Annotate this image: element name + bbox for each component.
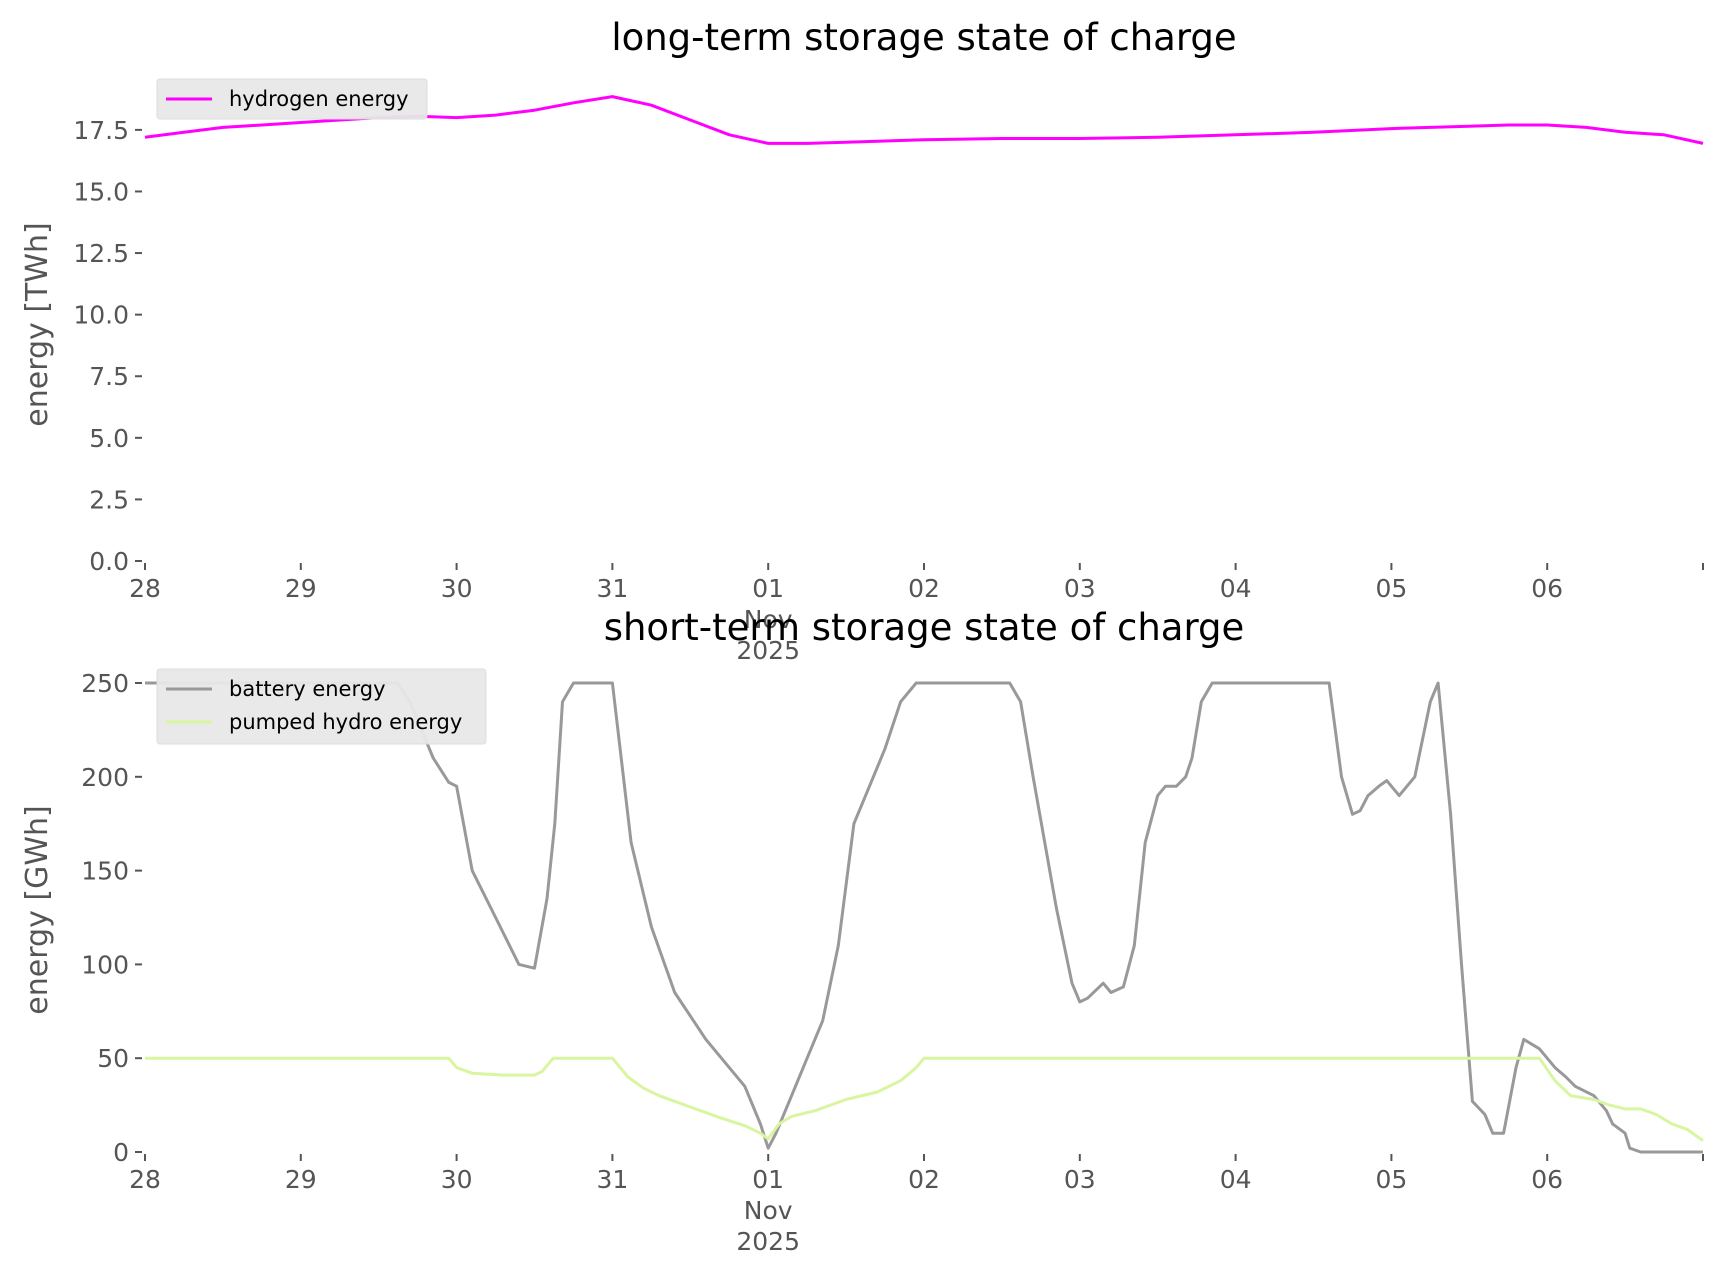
x-tick-label: 05 bbox=[1375, 574, 1407, 603]
x-tick-label: 01 Nov 2025 bbox=[736, 1165, 800, 1256]
x-tick-label: 03 bbox=[1064, 574, 1096, 603]
y-tick-label: 100 bbox=[81, 950, 129, 979]
chart-title: short-term storage state of charge bbox=[604, 606, 1245, 649]
y-tick-label: 0.0 bbox=[89, 547, 129, 576]
y-tick-label: 10.0 bbox=[73, 301, 129, 330]
x-tick-label: 29 bbox=[285, 574, 317, 603]
x-tick-label: 04 bbox=[1220, 574, 1252, 603]
y-axis-label: energy [GWh] bbox=[20, 805, 55, 1014]
y-tick-label: 50 bbox=[97, 1044, 129, 1073]
chart-title: long-term storage state of charge bbox=[611, 16, 1236, 59]
legend: hydrogen energy bbox=[156, 78, 428, 120]
legend-box bbox=[156, 668, 487, 745]
series-line-pumped-hydro-energy bbox=[145, 1056, 1704, 1142]
y-tick-label: 250 bbox=[81, 669, 129, 698]
y-tick-label: 200 bbox=[81, 763, 129, 792]
y-tick-label: 150 bbox=[81, 857, 129, 886]
y-tick-label: 12.5 bbox=[73, 239, 129, 268]
x-tick-label: 31 bbox=[596, 1165, 628, 1194]
x-tick-label: 04 bbox=[1220, 1165, 1252, 1194]
legend-label: hydrogen energy bbox=[229, 87, 409, 111]
legend: battery energy pumped hydro energy bbox=[156, 668, 487, 745]
y-tick-label: 2.5 bbox=[89, 485, 129, 514]
x-tick-label: 02 bbox=[908, 574, 940, 603]
x-tick-label: 03 bbox=[1064, 1165, 1096, 1194]
x-tick-label: 06 bbox=[1531, 574, 1563, 603]
y-axis-label: energy [TWh] bbox=[20, 222, 55, 426]
legend-label: pumped hydro energy bbox=[229, 710, 462, 734]
y-tick-label: 5.0 bbox=[89, 424, 129, 453]
y-tick-label: 0 bbox=[113, 1138, 129, 1167]
short-term-chart: short-term storage state of charge energy… bbox=[20, 606, 1704, 1256]
series-line-battery-energy bbox=[145, 681, 1703, 1154]
x-tick-label: 06 bbox=[1531, 1165, 1563, 1194]
x-tick-label: 30 bbox=[441, 1165, 473, 1194]
x-tick-label: 05 bbox=[1375, 1165, 1407, 1194]
legend-label: battery energy bbox=[229, 677, 386, 701]
x-tick-label: 01 Nov 2025 bbox=[736, 574, 800, 665]
y-tick-label: 7.5 bbox=[89, 362, 129, 391]
legend-box bbox=[156, 78, 428, 120]
x-tick-label: 31 bbox=[596, 574, 628, 603]
x-tick-label: 30 bbox=[441, 574, 473, 603]
x-tick-label: 28 bbox=[129, 1165, 161, 1194]
x-tick-label: 28 bbox=[129, 574, 161, 603]
x-tick-label: 02 bbox=[908, 1165, 940, 1194]
x-tick-label: 29 bbox=[285, 1165, 317, 1194]
y-tick-label: 17.5 bbox=[73, 116, 129, 145]
long-term-chart: long-term storage state of charge energy … bbox=[20, 16, 1704, 665]
y-tick-label: 15.0 bbox=[73, 177, 129, 206]
